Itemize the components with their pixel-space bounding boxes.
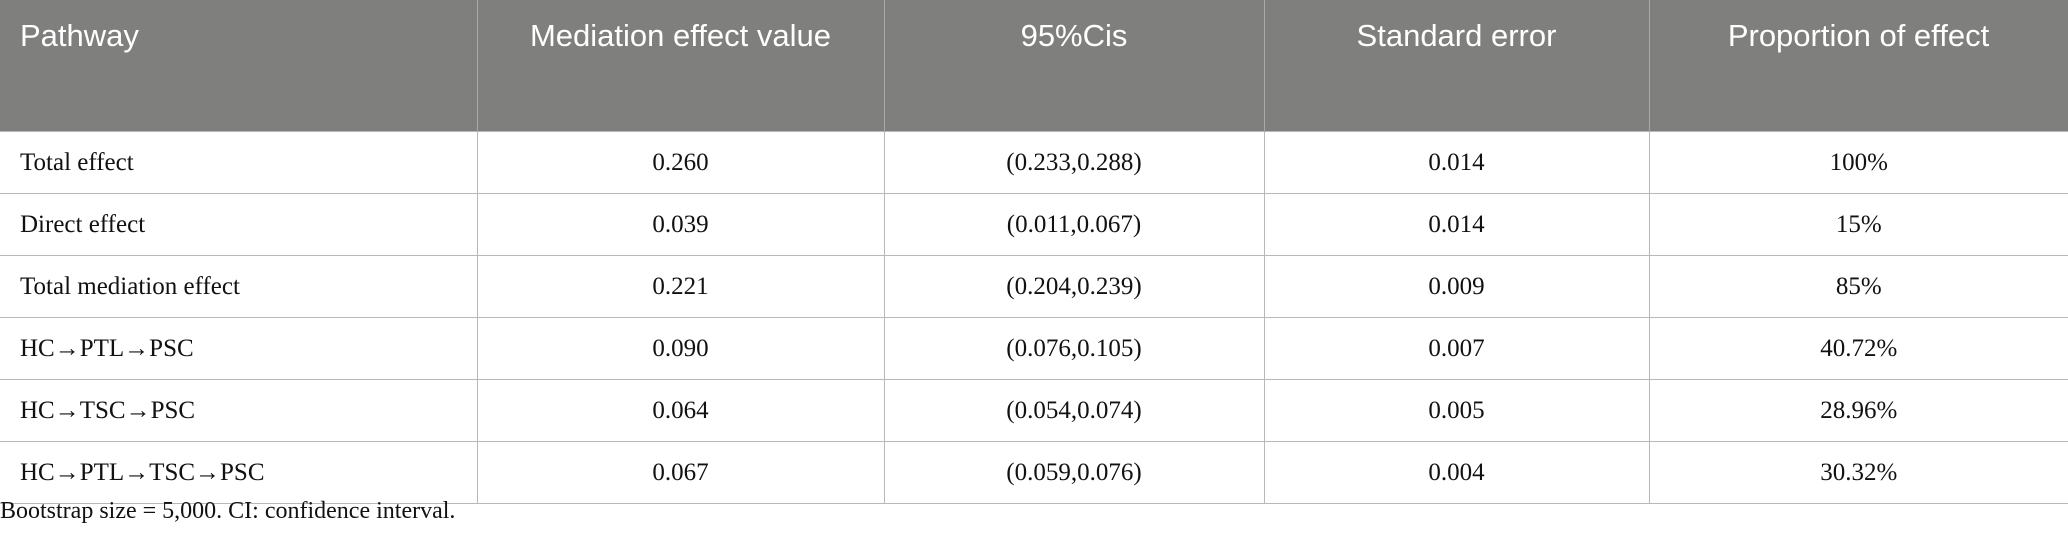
table-cell: HC→PTL→PSC <box>0 317 478 380</box>
table-row: Total effect 0.260 (0.233,0.288) 0.014 100% <box>0 131 2068 194</box>
table-cell: (0.233,0.288) <box>883 131 1265 194</box>
table-row: HC→PTL→PSC 0.090 (0.076,0.105) 0.007 40.72% <box>0 317 2068 380</box>
table-row: Total mediation effect 0.221 (0.204,0.239)… <box>0 255 2068 318</box>
table-cell: 40.72% <box>1648 317 2068 380</box>
table-cell: 0.007 <box>1263 317 1650 380</box>
footnote: Bootstrap size = 5,000. CI: confidence i… <box>0 498 456 524</box>
table-cell: 0.064 <box>476 379 885 442</box>
table-cell: 0.221 <box>476 255 885 318</box>
table-cell: 100% <box>1648 131 2068 194</box>
table-cell: HC→TSC→PSC <box>0 379 478 442</box>
column-header: Mediation effect value <box>477 0 885 132</box>
table-cell: 0.039 <box>476 193 885 256</box>
table-cell: 0.009 <box>1263 255 1650 318</box>
column-header: Proportion of effect <box>1649 0 2068 132</box>
table-cell: (0.054,0.074) <box>883 379 1265 442</box>
table-cell: (0.204,0.239) <box>883 255 1265 318</box>
table-cell: 30.32% <box>1648 441 2068 504</box>
table-cell: 0.067 <box>476 441 885 504</box>
table-cell: 0.004 <box>1263 441 1650 504</box>
table-cell: 0.090 <box>476 317 885 380</box>
table-cell: Total mediation effect <box>0 255 478 318</box>
header-row: Pathway Mediation effect value 95%Cis Stand… <box>0 0 2068 132</box>
column-header: 95%Cis <box>884 0 1265 132</box>
table-row: HC→TSC→PSC 0.064 (0.054,0.074) 0.005 28.96% <box>0 379 2068 442</box>
table-cell: (0.076,0.105) <box>883 317 1265 380</box>
table-cell: (0.059,0.076) <box>883 441 1265 504</box>
table-cell: 0.014 <box>1263 193 1650 256</box>
column-header: Standard error <box>1264 0 1650 132</box>
table-cell: 28.96% <box>1648 379 2068 442</box>
table-row: Direct effect 0.039 (0.011,0.067) 0.014 15% <box>0 193 2068 256</box>
table-row: HC→PTL→TSC→PSC 0.067 (0.059,0.076) 0.004 30.… <box>0 441 2068 504</box>
column-header: Pathway <box>0 0 478 132</box>
table-cell: Total effect <box>0 131 478 194</box>
table-cell: HC→PTL→TSC→PSC <box>0 441 478 504</box>
table-body: Total effect 0.260 (0.233,0.288) 0.014 100% D… <box>0 131 2068 504</box>
table-cell: 0.005 <box>1263 379 1650 442</box>
table-cell: 15% <box>1648 193 2068 256</box>
table-cell: 0.014 <box>1263 131 1650 194</box>
table-cell: Direct effect <box>0 193 478 256</box>
table-cell: 85% <box>1648 255 2068 318</box>
table-cell: 0.260 <box>476 131 885 194</box>
table-cell: (0.011,0.067) <box>883 193 1265 256</box>
results-table: Pathway Mediation effect value 95%Cis Stand… <box>0 0 2068 504</box>
